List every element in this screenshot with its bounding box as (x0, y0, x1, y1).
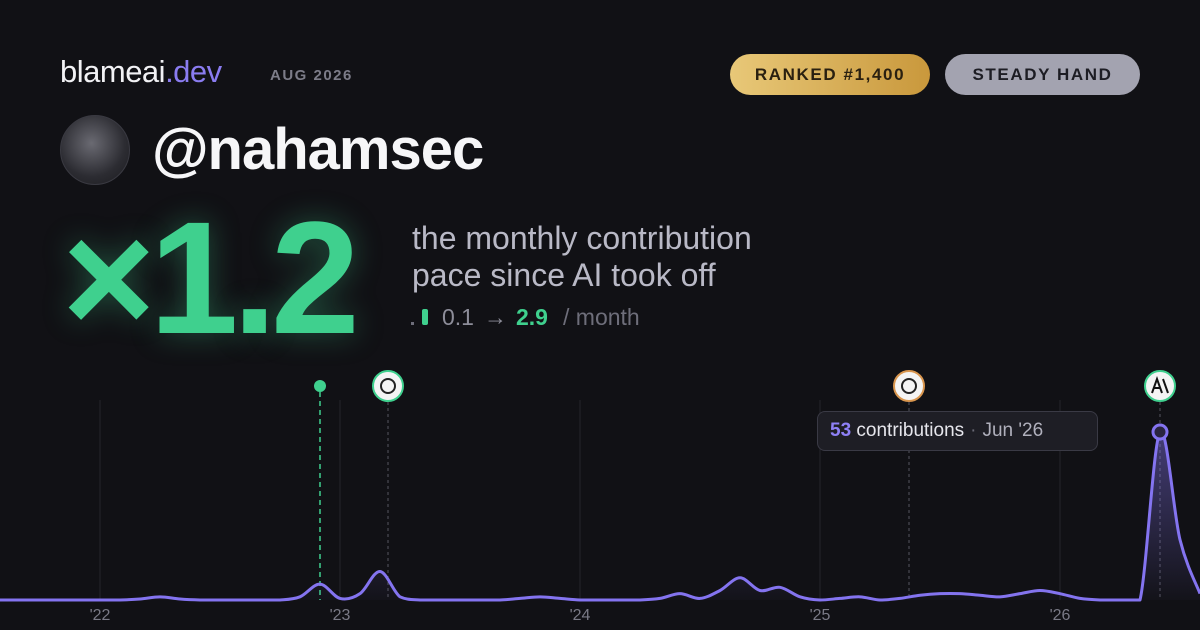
x-tick-label: '26 (1050, 607, 1071, 624)
tooltip-date: Jun '26 (982, 420, 1044, 441)
x-tick-label: '22 (90, 607, 111, 624)
handle: @nahamsec (152, 117, 484, 182)
rank-badge: RANKED #1,400 (730, 54, 930, 95)
tooltip-value: 53 (830, 420, 852, 441)
x-tick-label: '25 (810, 607, 831, 624)
event-icon-glyph (1151, 376, 1169, 394)
brand: blameai.dev (60, 54, 222, 90)
x-tick-label: '23 (330, 607, 351, 624)
brand-tld: .dev (165, 54, 222, 89)
pace-after: 2.9 (516, 304, 548, 330)
title-badge: STEADY HAND (945, 54, 1140, 95)
avatar (60, 115, 130, 185)
line (0, 429, 1200, 602)
highlight-point (1151, 423, 1169, 441)
description-line: the monthly contribution (412, 220, 752, 256)
pace-icon-bar (422, 309, 428, 325)
x-tick-label: '24 (570, 607, 591, 624)
event-icon (372, 370, 404, 402)
report-date: AUG 2026 (270, 67, 353, 84)
pace-icon-bar (411, 322, 414, 325)
pace-arrow: → (484, 304, 507, 330)
tooltip-unit: contributions (856, 420, 965, 441)
event-icon-glyph (901, 378, 917, 394)
event-markers (314, 370, 1176, 600)
brand-name: blameai (60, 54, 166, 89)
event-dot (314, 380, 326, 392)
tooltip: 53 contributions · Jun '26 (817, 411, 1098, 451)
pace-unit: / month (563, 304, 640, 330)
multiplier: ×1.2 (62, 188, 360, 367)
description-line: pace since AI took off (412, 257, 716, 293)
area-fill (0, 431, 1200, 600)
pace-before: 0.1 (442, 304, 474, 330)
event-icon (893, 370, 925, 402)
event-icon-glyph (380, 378, 396, 394)
